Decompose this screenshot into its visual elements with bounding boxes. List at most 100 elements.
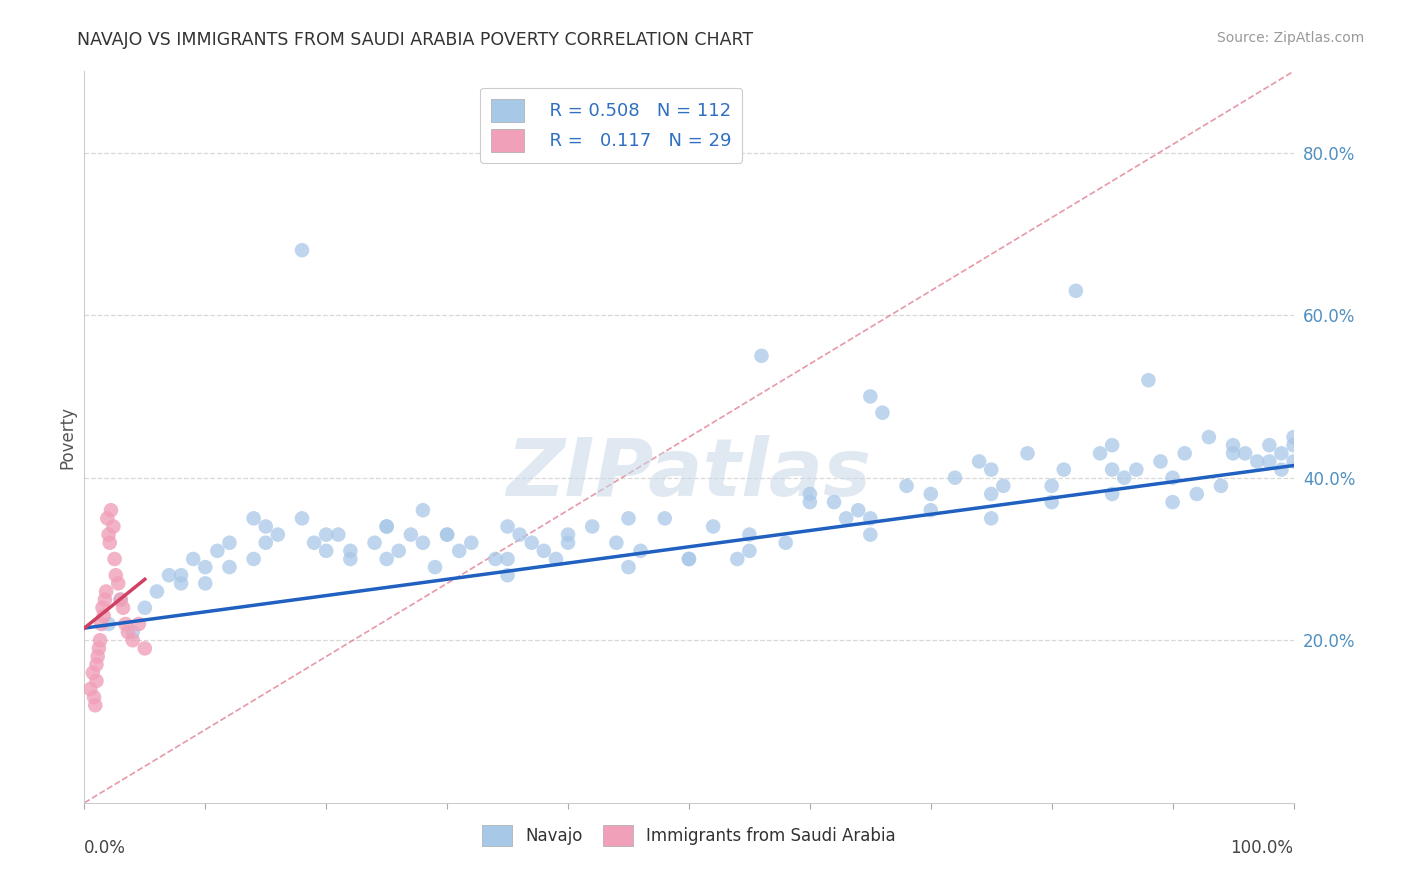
- Point: [98, 535, 121, 549]
- Point: [291, 511, 314, 525]
- Text: 100.0%: 100.0%: [1230, 839, 1294, 857]
- Point: [1234, 446, 1257, 460]
- Point: [112, 600, 135, 615]
- Point: [1209, 479, 1232, 493]
- Point: [104, 552, 127, 566]
- Point: [1064, 284, 1087, 298]
- Point: [103, 519, 125, 533]
- Point: [94, 584, 117, 599]
- Point: [1161, 495, 1184, 509]
- Legend: Navajo, Immigrants from Saudi Arabia: Navajo, Immigrants from Saudi Arabia: [475, 818, 903, 853]
- Point: [1282, 430, 1305, 444]
- Point: [82, 665, 104, 680]
- Point: [799, 487, 821, 501]
- Point: [339, 552, 361, 566]
- Point: [1258, 438, 1281, 452]
- Point: [630, 544, 652, 558]
- Point: [86, 657, 108, 672]
- Point: [496, 519, 519, 533]
- Point: [91, 600, 114, 615]
- Point: [980, 487, 1002, 501]
- Point: [170, 568, 193, 582]
- Point: [678, 552, 700, 566]
- Point: [170, 576, 193, 591]
- Point: [557, 535, 579, 549]
- Point: [86, 673, 108, 688]
- Point: [388, 544, 411, 558]
- Point: [94, 592, 117, 607]
- Point: [738, 527, 761, 541]
- Point: [896, 479, 918, 493]
- Point: [509, 527, 531, 541]
- Point: [157, 568, 180, 582]
- Point: [775, 535, 797, 549]
- Point: [617, 560, 640, 574]
- Point: [1101, 438, 1123, 452]
- Point: [980, 462, 1002, 476]
- Point: [254, 535, 277, 549]
- Point: [496, 552, 519, 566]
- Point: [823, 495, 845, 509]
- Point: [87, 641, 110, 656]
- Point: [484, 552, 506, 566]
- Point: [1114, 471, 1136, 485]
- Point: [738, 544, 761, 558]
- Point: [242, 552, 264, 566]
- Point: [375, 519, 398, 533]
- Point: [218, 535, 240, 549]
- Point: [544, 552, 567, 566]
- Point: [1017, 446, 1039, 460]
- Point: [1149, 454, 1171, 468]
- Text: ZIPatlas: ZIPatlas: [506, 434, 872, 513]
- Point: [1161, 471, 1184, 485]
- Point: [520, 535, 543, 549]
- Point: [1101, 462, 1123, 476]
- Point: [1125, 462, 1147, 476]
- Point: [100, 503, 122, 517]
- Point: [86, 649, 108, 664]
- Text: Source: ZipAtlas.com: Source: ZipAtlas.com: [1216, 31, 1364, 45]
- Point: [207, 544, 229, 558]
- Point: [134, 600, 156, 615]
- Point: [181, 552, 204, 566]
- Point: [328, 527, 350, 541]
- Point: [1258, 454, 1281, 468]
- Point: [799, 495, 821, 509]
- Point: [110, 592, 132, 607]
- Point: [654, 511, 676, 525]
- Point: [117, 625, 139, 640]
- Point: [859, 527, 882, 541]
- Point: [617, 511, 640, 525]
- Point: [859, 511, 882, 525]
- Point: [90, 617, 112, 632]
- Point: [557, 527, 579, 541]
- Point: [436, 527, 458, 541]
- Point: [97, 617, 120, 632]
- Point: [920, 503, 942, 517]
- Point: [254, 519, 277, 533]
- Point: [496, 568, 519, 582]
- Point: [436, 527, 458, 541]
- Point: [1101, 487, 1123, 501]
- Point: [146, 584, 169, 599]
- Point: [121, 633, 143, 648]
- Point: [1053, 462, 1076, 476]
- Point: [449, 544, 471, 558]
- Point: [315, 544, 337, 558]
- Point: [872, 406, 894, 420]
- Point: [1270, 462, 1292, 476]
- Point: [83, 690, 105, 705]
- Point: [375, 552, 398, 566]
- Point: [84, 698, 107, 713]
- Point: [97, 527, 120, 541]
- Point: [835, 511, 858, 525]
- Point: [104, 568, 127, 582]
- Point: [460, 535, 482, 549]
- Point: [110, 592, 132, 607]
- Point: [943, 471, 966, 485]
- Point: [291, 243, 314, 257]
- Point: [89, 633, 111, 648]
- Point: [605, 535, 627, 549]
- Point: [920, 487, 942, 501]
- Point: [267, 527, 290, 541]
